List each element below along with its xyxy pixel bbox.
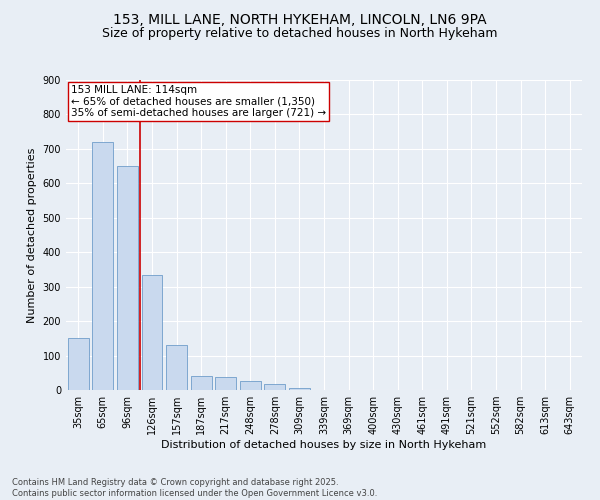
Bar bbox=[92, 142, 113, 390]
Text: 153 MILL LANE: 114sqm
← 65% of detached houses are smaller (1,350)
35% of semi-d: 153 MILL LANE: 114sqm ← 65% of detached … bbox=[71, 84, 326, 118]
Text: Contains HM Land Registry data © Crown copyright and database right 2025.
Contai: Contains HM Land Registry data © Crown c… bbox=[12, 478, 377, 498]
X-axis label: Distribution of detached houses by size in North Hykeham: Distribution of detached houses by size … bbox=[161, 440, 487, 450]
Bar bbox=[191, 376, 212, 390]
Bar bbox=[142, 274, 163, 390]
Bar bbox=[117, 166, 138, 390]
Bar bbox=[240, 380, 261, 390]
Text: 153, MILL LANE, NORTH HYKEHAM, LINCOLN, LN6 9PA: 153, MILL LANE, NORTH HYKEHAM, LINCOLN, … bbox=[113, 12, 487, 26]
Bar bbox=[215, 377, 236, 390]
Bar bbox=[68, 338, 89, 390]
Bar bbox=[166, 345, 187, 390]
Text: Size of property relative to detached houses in North Hykeham: Size of property relative to detached ho… bbox=[102, 28, 498, 40]
Bar bbox=[289, 388, 310, 390]
Bar bbox=[265, 384, 286, 390]
Y-axis label: Number of detached properties: Number of detached properties bbox=[27, 148, 37, 322]
